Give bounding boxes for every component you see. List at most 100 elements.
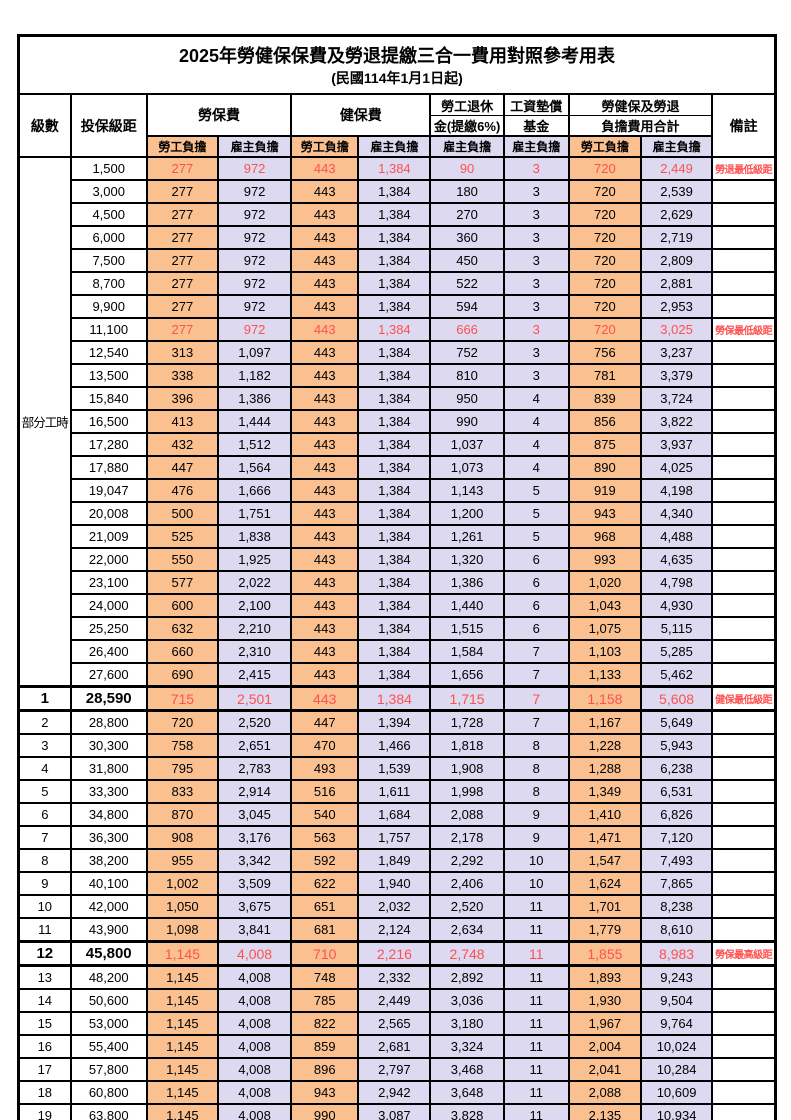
col-header-pension-line2: 金(提繳6%) [429, 115, 505, 137]
value-cell: 277 [145, 317, 219, 342]
value-cell: 413 [145, 409, 219, 434]
value-cell: 1,386 [429, 570, 505, 595]
value-cell: 550 [145, 547, 219, 572]
value-cell: 3 [502, 294, 570, 319]
value-cell: 1,757 [357, 825, 432, 850]
salary-bracket-cell: 27,600 [69, 662, 148, 688]
level-cell: 4 [17, 756, 72, 781]
salary-bracket-cell: 53,000 [69, 1011, 148, 1036]
value-cell: 3 [502, 248, 570, 273]
value-cell: 443 [290, 409, 360, 434]
value-cell: 758 [145, 733, 219, 758]
value-cell: 972 [216, 271, 293, 296]
salary-bracket-cell: 28,590 [69, 685, 148, 712]
value-cell: 11 [502, 988, 570, 1013]
value-cell: 8 [502, 756, 570, 781]
value-cell: 1,002 [145, 871, 219, 896]
remark-cell [711, 1080, 777, 1105]
value-cell: 1,145 [145, 988, 219, 1013]
value-cell: 8 [502, 779, 570, 804]
value-cell: 710 [290, 940, 360, 967]
value-cell: 2,032 [357, 894, 432, 919]
value-cell: 2,565 [357, 1011, 432, 1036]
value-cell: 990 [290, 1103, 360, 1120]
value-cell: 2,629 [639, 202, 714, 227]
value-cell: 720 [567, 294, 642, 319]
value-cell: 10,024 [639, 1034, 714, 1059]
value-cell: 2,310 [216, 639, 293, 664]
value-cell: 715 [145, 685, 219, 712]
value-cell: 540 [290, 802, 360, 827]
value-cell: 1,512 [216, 432, 293, 457]
salary-bracket-cell: 20,008 [69, 501, 148, 526]
value-cell: 1,075 [567, 616, 642, 641]
value-cell: 1,158 [567, 685, 642, 712]
table-row: 26,400 660 2,310 443 1,384 1,584 7 1,103 5,285 [19, 639, 777, 664]
value-cell: 1,715 [429, 685, 505, 712]
value-cell: 1,050 [145, 894, 219, 919]
subheader-labor-employee: 勞工負擔 [145, 135, 219, 158]
value-cell: 6 [502, 616, 570, 641]
value-cell: 1,384 [357, 294, 432, 319]
salary-bracket-cell: 63,800 [69, 1103, 148, 1120]
salary-bracket-cell: 36,300 [69, 825, 148, 850]
table-row: 25,250 632 2,210 443 1,384 1,515 6 1,075 5,115 [19, 616, 777, 641]
value-cell: 443 [290, 547, 360, 572]
remark-cell [711, 802, 777, 827]
level-cell: 1 [17, 685, 72, 712]
salary-bracket-cell: 33,300 [69, 779, 148, 804]
remark-cell: 健保最低級距 [711, 685, 777, 712]
value-cell: 443 [290, 202, 360, 227]
value-cell: 1,444 [216, 409, 293, 434]
value-cell: 1,020 [567, 570, 642, 595]
value-cell: 8,610 [639, 917, 714, 943]
value-cell: 781 [567, 363, 642, 388]
value-cell: 11 [502, 940, 570, 967]
value-cell: 443 [290, 593, 360, 618]
remark-cell [711, 662, 777, 688]
value-cell: 3,045 [216, 802, 293, 827]
value-cell: 470 [290, 733, 360, 758]
value-cell: 943 [567, 501, 642, 526]
value-cell: 968 [567, 524, 642, 549]
value-cell: 1,384 [357, 202, 432, 227]
value-cell: 9,764 [639, 1011, 714, 1036]
level-cell: 14 [17, 988, 72, 1013]
table-row: 17 57,800 1,145 4,008 896 2,797 3,468 11 2,041 10… [17, 1057, 777, 1082]
value-cell: 443 [290, 363, 360, 388]
value-cell: 756 [567, 340, 642, 365]
value-cell: 1,998 [429, 779, 505, 804]
table-row: 13 48,200 1,145 4,008 748 2,332 2,892 11 1,893 9,… [17, 964, 777, 990]
table-body: 部分工時 1,500 277 972 443 1,384 90 3 720 2,449 勞退最低級距… [17, 156, 777, 1120]
value-cell: 1,384 [357, 478, 432, 503]
remark-cell [711, 248, 777, 273]
value-cell: 10 [502, 848, 570, 873]
remark-cell [711, 733, 777, 758]
salary-bracket-cell: 24,000 [69, 593, 148, 618]
value-cell: 2,953 [639, 294, 714, 319]
value-cell: 577 [145, 570, 219, 595]
premium-reference-table: 2025年勞健保保費及勞退提繳三合一費用對照參考用表 (民國114年1月1日起)… [17, 34, 777, 1120]
value-cell: 5,285 [639, 639, 714, 664]
value-cell: 4,488 [639, 524, 714, 549]
value-cell: 2,748 [429, 940, 505, 967]
value-cell: 1,779 [567, 917, 642, 943]
table-row: 24,000 600 2,100 443 1,384 1,440 6 1,043 4,930 [19, 593, 777, 618]
remark-cell [711, 455, 777, 480]
value-cell: 2,539 [639, 179, 714, 204]
value-cell: 4,008 [216, 1103, 293, 1120]
remark-cell [711, 756, 777, 781]
value-cell: 2,135 [567, 1103, 642, 1120]
value-cell: 2,088 [567, 1080, 642, 1105]
value-cell: 1,261 [429, 524, 505, 549]
value-cell: 1,073 [429, 455, 505, 480]
value-cell: 2,942 [357, 1080, 432, 1105]
value-cell: 1,611 [357, 779, 432, 804]
value-cell: 277 [145, 294, 219, 319]
remark-cell [711, 179, 777, 204]
value-cell: 3,675 [216, 894, 293, 919]
value-cell: 2,415 [216, 662, 293, 688]
value-cell: 856 [567, 409, 642, 434]
remark-cell [711, 779, 777, 804]
col-header-labor-fee: 勞保費 [145, 93, 293, 137]
